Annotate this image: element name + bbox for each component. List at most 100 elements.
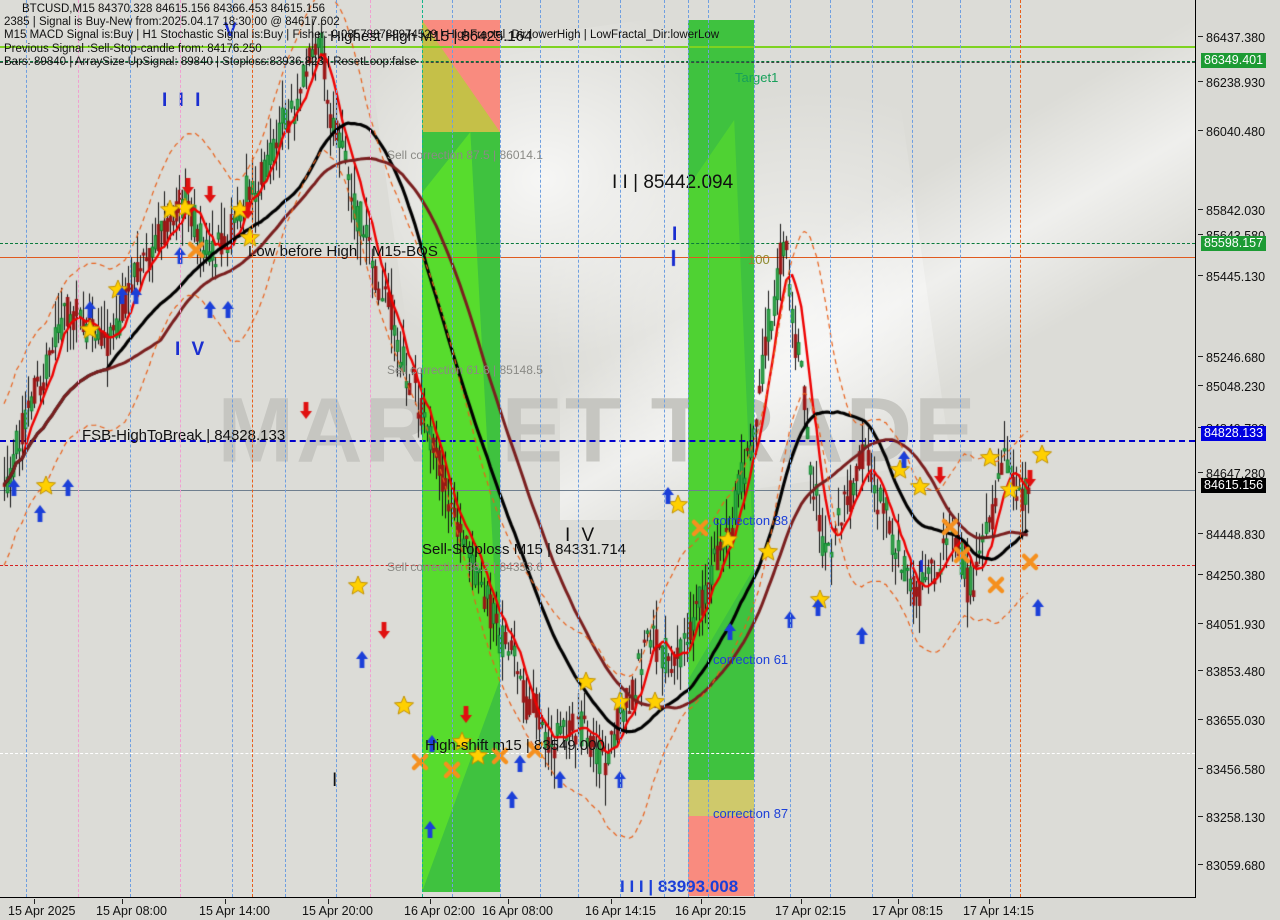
chart-plot-area[interactable]: MARKET TRADE Highest High [0,0,1196,898]
annotation-sell-correction-875: Sell correction 87.5 | 86014.1 [387,148,543,162]
time-tick-label: 17 Apr 02:15 [775,904,846,918]
annotation-sell-correction-382: Sell correction 38.2 | 84353.6 [387,560,543,574]
price-tick-label: 84051.930 [1206,618,1266,632]
candlestick-canvas [0,0,1195,897]
time-tick-label: 16 Apr 08:00 [482,904,553,918]
header-line-0: BTCUSD,M15 84370.328 84615.156 84366.453… [22,3,326,15]
annotation-wave-IV: I V [565,525,598,546]
session-separator [912,0,913,897]
time-scale[interactable]: 15 Apr 2025 15 Apr 08:00 15 Apr 14:00 15 Ap… [0,899,1196,920]
price-tick-mark [1198,385,1203,386]
price-tick: 83258.130 [1197,811,1280,825]
annotation-wave-V: V [224,20,240,41]
session-separator [790,0,791,897]
annotation-wave-IV-left: I V [175,339,208,360]
price-tick-label: 83258.130 [1206,811,1266,825]
time-tick-label: 17 Apr 08:15 [872,904,943,918]
time-tick-label: 16 Apr 02:00 [404,904,475,918]
price-tick: 84250.380 [1197,569,1280,583]
annotation-m15-bos: M15-BOS [372,243,438,260]
price-scale[interactable]: 86437.38086238.93086040.48085842.0308564… [1197,0,1280,898]
session-separator [232,0,233,897]
price-tick-mark [1198,81,1203,82]
annotation-correction-61: correction 61 [713,652,789,667]
session-separator [78,0,79,897]
annotation-wave-III: I I I [162,90,204,111]
price-tick: 85048.230 [1197,380,1280,394]
price-tick-mark [1198,864,1203,865]
header-line-1: 2385 | Signal is Buy-New from:2025.04.17… [4,16,340,29]
session-separator [130,0,131,897]
time-tick-mark [122,899,123,904]
header-line-3: Previous Signal :Sell-Stop-candle from: … [4,42,262,55]
price-tick-label: 85445.130 [1206,270,1266,284]
session-separator [708,0,709,897]
session-separator [26,0,27,897]
time-tick-mark [34,899,35,904]
time-tick-mark [989,899,990,904]
session-separator [422,0,423,897]
price-tick-mark [1198,36,1203,37]
annotation-highest-high: Highest High M15 | 86425.164 [330,28,533,45]
price-tick-mark [1198,670,1203,671]
annotation-high-shift-m15: High-shift m15 | 83549.000 [425,737,605,754]
price-tick: 86040.480 [1197,125,1280,139]
session-separator [688,0,689,897]
price-tick: 84448.830 [1197,528,1280,542]
price-tick: 86437.380 [1197,31,1280,45]
time-tick-mark [898,899,899,904]
price-tick-label: 83655.030 [1206,714,1266,728]
price-tick-label: 86437.380 [1206,31,1266,45]
price-tick-mark [1198,472,1203,473]
annotation-sell-stoploss-m15: Sell-Stoploss M15 | 84331.714 [422,541,627,558]
time-tick-mark [701,899,702,904]
time-tick-mark [328,899,329,904]
time-tick-label: 15 Apr 08:00 [96,904,167,918]
price-tick-mark [1198,234,1203,235]
time-tick-label: 15 Apr 2025 [8,904,76,918]
price-tick-label: 85842.030 [1206,204,1266,218]
price-tick: 85445.130 [1197,270,1280,284]
price-tick: 84051.930 [1197,618,1280,632]
price-tick: 83059.680 [1197,859,1280,873]
time-tick-mark [611,899,612,904]
time-tick-mark [508,899,509,904]
price-tick-mark [1198,623,1203,624]
price-tick-label: 85048.230 [1206,380,1266,394]
session-separator [960,0,961,897]
session-separator [336,0,337,897]
annotation-wave-II-price: I I | 85442.094 [612,172,734,193]
session-separator [500,0,501,897]
session-separator [578,0,579,897]
price-tick-mark [1198,275,1203,276]
time-tick-label: 15 Apr 14:00 [199,904,270,918]
session-separator [452,0,453,897]
session-separator [1010,0,1011,897]
price-tick: 83456.580 [1197,763,1280,777]
session-separator [180,0,181,897]
time-tick-label: 17 Apr 14:15 [963,904,1034,918]
chart-info-header: BTCUSD,M15 84370.328 84615.156 84366.453… [4,3,719,69]
time-tick-label: 16 Apr 14:15 [585,904,656,918]
price-highlight-green: 85598.157 [1201,236,1267,251]
session-separator [664,0,665,897]
annotation-fsb-hightobreak: FSB-HighToBreak | 84828.133 [82,427,286,444]
price-tick-mark [1198,768,1203,769]
price-tick-label: 83853.480 [1206,665,1266,679]
price-tick: 84647.280 [1197,467,1280,481]
annotation-wave-I-left: I [332,770,341,791]
price-tick: 85246.680 [1197,351,1280,365]
price-tick-label: 84250.380 [1206,569,1266,583]
time-tick-label: 16 Apr 20:15 [675,904,746,918]
price-highlight-blue: 84828.133 [1201,426,1267,441]
session-separator [872,0,873,897]
session-separator [540,0,541,897]
price-tick-mark [1198,427,1203,428]
price-tick-mark [1198,816,1203,817]
price-highlight-green: 86349.401 [1201,53,1267,68]
session-separator [252,0,253,897]
annotation-sell-correction-618: Sell correction 61.8 | 85148.5 [387,363,543,377]
price-tick-mark [1198,574,1203,575]
header-line-2: M15 MACD Signal is:Buy | H1 Stochastic S… [4,29,720,42]
